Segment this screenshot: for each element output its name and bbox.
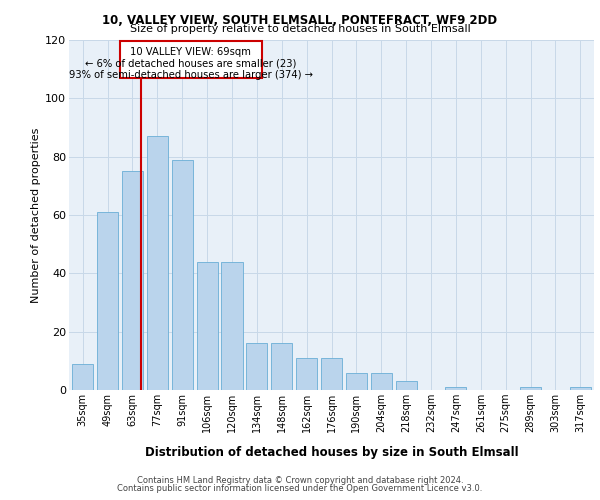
Bar [445,387,466,390]
Bar [122,172,143,390]
Y-axis label: Number of detached properties: Number of detached properties [31,128,41,302]
Bar [72,364,93,390]
Bar [371,372,392,390]
Bar [520,387,541,390]
Bar [246,344,268,390]
Text: 10, VALLEY VIEW, SOUTH ELMSALL, PONTEFRACT, WF9 2DD: 10, VALLEY VIEW, SOUTH ELMSALL, PONTEFRA… [103,14,497,27]
X-axis label: Distribution of detached houses by size in South Elmsall: Distribution of detached houses by size … [145,446,518,459]
Bar [172,160,193,390]
Bar [296,358,317,390]
Bar [395,381,417,390]
FancyBboxPatch shape [120,42,262,78]
Text: 93% of semi-detached houses are larger (374) →: 93% of semi-detached houses are larger (… [69,70,313,80]
Text: Contains public sector information licensed under the Open Government Licence v3: Contains public sector information licen… [118,484,482,493]
Text: ← 6% of detached houses are smaller (23): ← 6% of detached houses are smaller (23) [85,58,296,68]
Bar [321,358,342,390]
Bar [346,372,367,390]
Bar [147,136,168,390]
Text: Contains HM Land Registry data © Crown copyright and database right 2024.: Contains HM Land Registry data © Crown c… [137,476,463,485]
Bar [221,262,242,390]
Bar [97,212,118,390]
Bar [271,344,292,390]
Text: 10 VALLEY VIEW: 69sqm: 10 VALLEY VIEW: 69sqm [130,48,251,58]
Bar [570,387,591,390]
Bar [197,262,218,390]
Text: Size of property relative to detached houses in South Elmsall: Size of property relative to detached ho… [130,24,470,34]
